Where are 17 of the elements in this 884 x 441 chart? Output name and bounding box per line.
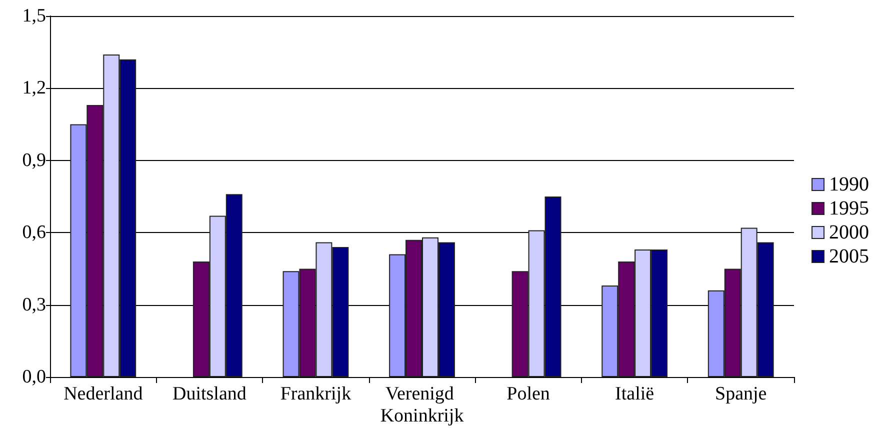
x-tick-label: Verenigd Koninkrijk — [380, 384, 464, 426]
x-tick-label: Nederland — [64, 384, 144, 404]
y-tick-label: 0,6 — [22, 222, 46, 244]
x-tick-label: Frankrijk — [280, 384, 352, 404]
y-tick-label: 1,2 — [22, 78, 46, 99]
x-tick-label: Italië — [615, 384, 654, 404]
legend-label: 2005 — [829, 246, 869, 268]
y-tick-label: 1,5 — [22, 6, 46, 26]
y-tick-label: 0,9 — [22, 150, 46, 171]
y-tick-label: 0,0 — [22, 366, 46, 388]
x-tick-label: Duitsland — [172, 384, 247, 404]
x-tick-label: Polen — [506, 384, 550, 404]
x-tick-label: Spanje — [715, 384, 767, 404]
legend-label: 1990 — [829, 174, 869, 196]
y-tick-label: 0,3 — [22, 294, 46, 316]
legend-label: 2000 — [829, 222, 869, 244]
legend-label: 1995 — [829, 198, 869, 220]
